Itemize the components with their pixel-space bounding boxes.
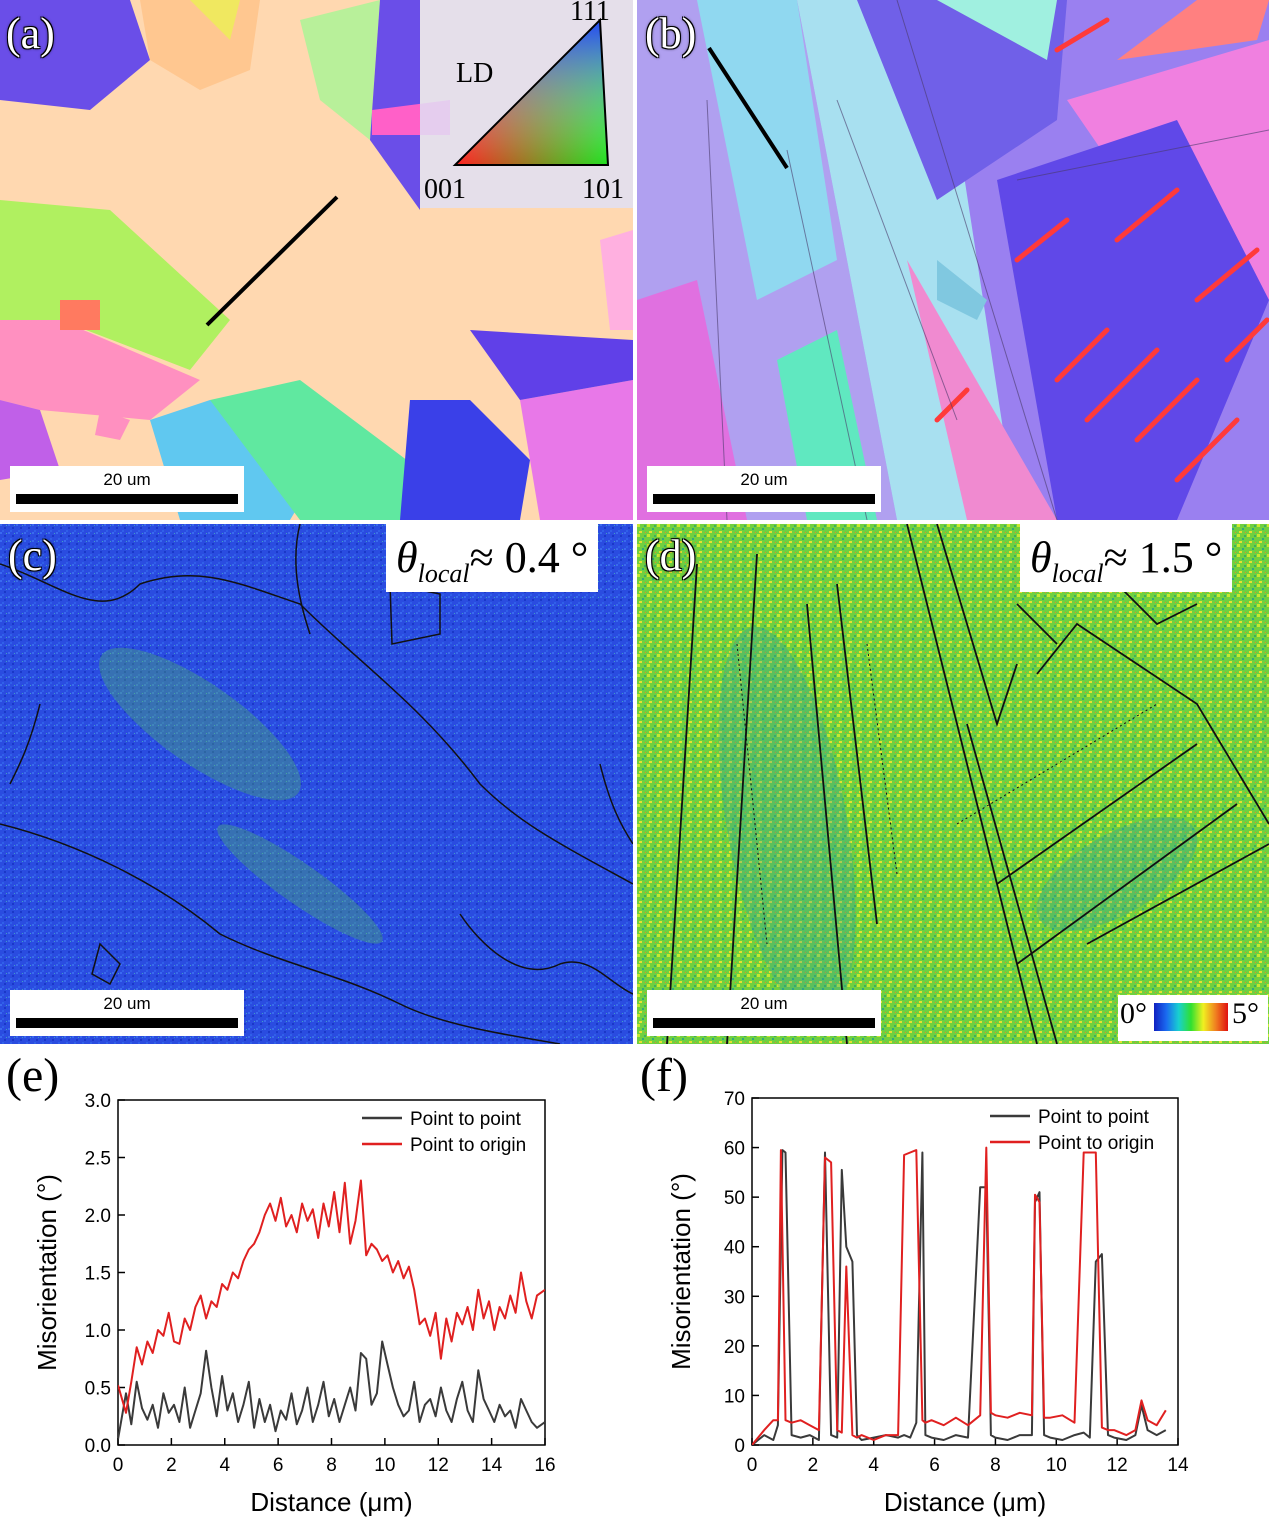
ipf-map-b-image [637,0,1269,520]
ipf-triangle-icon [452,17,610,166]
kam-map-d: (d) θlocal≈ 1.5 ° 20 um [637,524,1269,1044]
y-tick-label: 1.0 [85,1321,111,1342]
x-tick-label: 6 [929,1455,940,1476]
series-line-point-to-origin [752,1146,1167,1445]
scale-bar-a: 20 um [10,466,244,512]
y-tick-label: 2.5 [85,1149,111,1170]
legend-entry: Point to point [1038,1107,1150,1128]
theta-annotation-d: θlocal≈ 1.5 ° [1020,524,1233,592]
legend-entry: Point to origin [410,1135,526,1156]
x-tick-label: 0 [747,1455,758,1476]
x-axis-label: Distance (μm) [884,1487,1046,1517]
ipf-map-a: LD 111 001 101 (a) 20 um [0,0,633,520]
x-tick-label: 0 [113,1455,124,1476]
ipf-left-label: 001 [424,174,466,205]
x-tick-label: 14 [1167,1455,1189,1476]
theta-annotation-c: θlocal≈ 0.4 ° [386,524,599,592]
y-tick-label: 0.0 [85,1436,111,1457]
x-tick-label: 2 [166,1455,177,1476]
y-tick-label: 10 [724,1386,745,1407]
y-tick-label: 0 [734,1436,745,1457]
misorientation-chart-f: 0 2 4 6 8 10 12 14 0 10 20 30 40 50 60 70 Distance (μm) M… [666,1089,1189,1517]
series-line-point-to-point [752,1149,1167,1445]
scale-bar-label: 20 um [740,994,788,1013]
y-tick-label: 3.0 [85,1091,111,1112]
scale-bar-line [16,1018,238,1028]
scale-bar-label: 20 um [103,994,151,1013]
chart-label-f: (f) [640,1049,688,1102]
y-tick-label: 1.5 [85,1264,111,1285]
ipf-axis-label: LD [456,58,494,89]
panel-label-a: (a) [6,9,55,58]
x-tick-label: 8 [326,1455,337,1476]
y-tick-label: 0.5 [85,1379,111,1400]
colorbar-max-label: 5° [1232,997,1259,1030]
theta-subscript-c: local [417,558,470,588]
scale-bar-line [653,1018,875,1028]
ipf-map-b: (b) 20 um [637,0,1269,520]
x-tick-label: 4 [219,1455,230,1476]
x-tick-label: 12 [1107,1455,1128,1476]
theta-value-d: ≈ 1.5 ° [1103,533,1223,582]
series-line-point-to-origin [118,1179,545,1414]
scale-bar-line [16,494,238,504]
ipf-right-label: 101 [582,174,624,205]
x-tick-label: 4 [868,1455,879,1476]
y-tick-label: 2.0 [85,1206,111,1227]
kam-map-c: (c) θlocal≈ 0.4 ° 20 um [0,524,633,1044]
y-tick-label: 60 [724,1139,745,1160]
chart-label-e: (e) [6,1049,60,1102]
y-tick-label: 70 [724,1089,745,1110]
y-axis-label: Misorientation (°) [32,1174,62,1371]
y-tick-label: 30 [724,1287,745,1308]
y-axis-label: Misorientation (°) [666,1173,696,1370]
series-line-point-to-point [118,1340,545,1440]
panel-label-b: (b) [645,9,697,58]
kam-colorbar: 0° 5° [1118,995,1268,1041]
panel-label-d: (d) [645,531,697,580]
plot-frame [751,1097,1179,1446]
legend-entry: Point to point [410,1109,522,1130]
misorientation-chart-e: 0 2 4 6 8 10 12 14 16 0.0 0.5 1.0 1.5 2.0 2.5 3.0 Distan… [32,1091,556,1517]
x-tick-label: 10 [1046,1455,1067,1476]
x-tick-label: 12 [428,1455,449,1476]
scale-bar-c: 20 um [10,990,244,1036]
scale-bar-line [653,494,875,504]
kam-map-d-image [637,524,1269,1044]
y-tick-label: 40 [724,1238,745,1259]
x-tick-label: 10 [374,1455,395,1476]
ipf-top-label: 111 [570,0,610,27]
y-tick-label: 50 [724,1188,745,1209]
x-axis-label: Distance (μm) [250,1487,412,1517]
colorbar-gradient [1154,1003,1228,1031]
scale-bar-b: 20 um [647,466,881,512]
x-tick-label: 14 [481,1455,503,1476]
x-tick-label: 8 [990,1455,1001,1476]
theta-value-c: ≈ 0.4 ° [469,533,589,582]
ipf-color-key: LD 111 001 101 [420,0,633,208]
panel-label-c: (c) [8,531,57,580]
theta-subscript-d: local [1051,558,1104,588]
colorbar-min-label: 0° [1120,997,1147,1030]
kam-map-c-image [0,524,633,1044]
y-tick-label: 20 [724,1337,745,1358]
scale-bar-label: 20 um [103,470,151,489]
scale-bar-d: 20 um [647,990,881,1036]
scale-bar-label: 20 um [740,470,788,489]
legend-entry: Point to origin [1038,1133,1154,1154]
x-tick-label: 6 [273,1455,284,1476]
x-tick-label: 2 [808,1455,819,1476]
x-tick-label: 16 [534,1455,555,1476]
